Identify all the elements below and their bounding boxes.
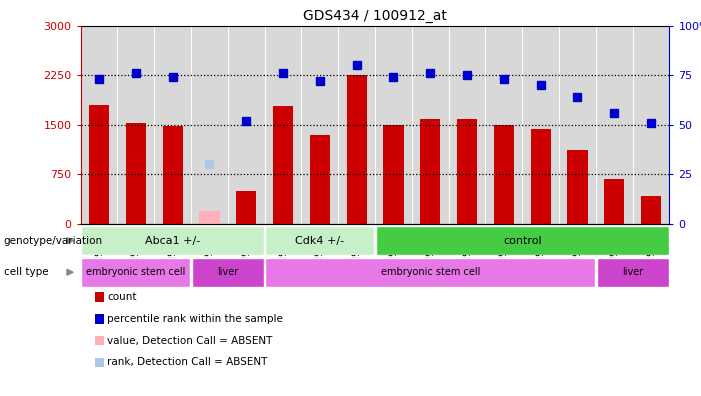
Bar (641, 196, 661, 224)
Bar (596, 26, 632, 224)
Bar (457, 120, 477, 224)
Text: embryonic stem cell: embryonic stem cell (381, 267, 480, 277)
Bar (199, 211, 219, 224)
Bar (632, 26, 669, 224)
Bar (191, 26, 228, 224)
Bar (118, 26, 154, 224)
Bar (485, 26, 522, 224)
Bar (420, 120, 440, 224)
Text: percentile rank within the sample: percentile rank within the sample (107, 314, 283, 324)
Bar (192, 258, 264, 287)
Bar (125, 124, 146, 224)
Bar (412, 26, 449, 224)
Bar (228, 26, 265, 224)
Bar (301, 26, 338, 224)
Bar (522, 26, 559, 224)
Text: count: count (107, 292, 137, 302)
Bar (154, 26, 191, 224)
Bar (567, 150, 587, 224)
Bar (310, 135, 330, 224)
Bar (81, 258, 190, 287)
Bar (81, 26, 118, 224)
Bar (163, 126, 183, 224)
Bar (89, 105, 109, 224)
Text: value, Detection Call = ABSENT: value, Detection Call = ABSENT (107, 335, 273, 346)
Text: embryonic stem cell: embryonic stem cell (86, 267, 186, 277)
Bar (376, 227, 669, 255)
Text: genotype/variation: genotype/variation (4, 236, 102, 246)
Bar (266, 227, 374, 255)
Bar (375, 26, 412, 224)
Bar (266, 258, 595, 287)
Text: rank, Detection Call = ABSENT: rank, Detection Call = ABSENT (107, 357, 268, 367)
Text: Cdk4 +/-: Cdk4 +/- (295, 236, 344, 246)
Bar (531, 129, 551, 224)
Text: Abca1 +/-: Abca1 +/- (145, 236, 200, 246)
Text: cell type: cell type (4, 267, 48, 277)
Bar (559, 26, 596, 224)
Bar (346, 75, 367, 224)
Bar (494, 125, 514, 224)
Bar (383, 125, 404, 224)
Bar (597, 258, 669, 287)
Text: liver: liver (217, 267, 238, 277)
Title: GDS434 / 100912_at: GDS434 / 100912_at (303, 10, 447, 23)
Bar (81, 227, 264, 255)
Bar (604, 179, 625, 224)
Bar (273, 106, 293, 224)
Text: liver: liver (622, 267, 644, 277)
Bar (449, 26, 485, 224)
Bar (265, 26, 301, 224)
Text: control: control (503, 236, 542, 246)
Bar (236, 191, 257, 224)
Bar (338, 26, 375, 224)
